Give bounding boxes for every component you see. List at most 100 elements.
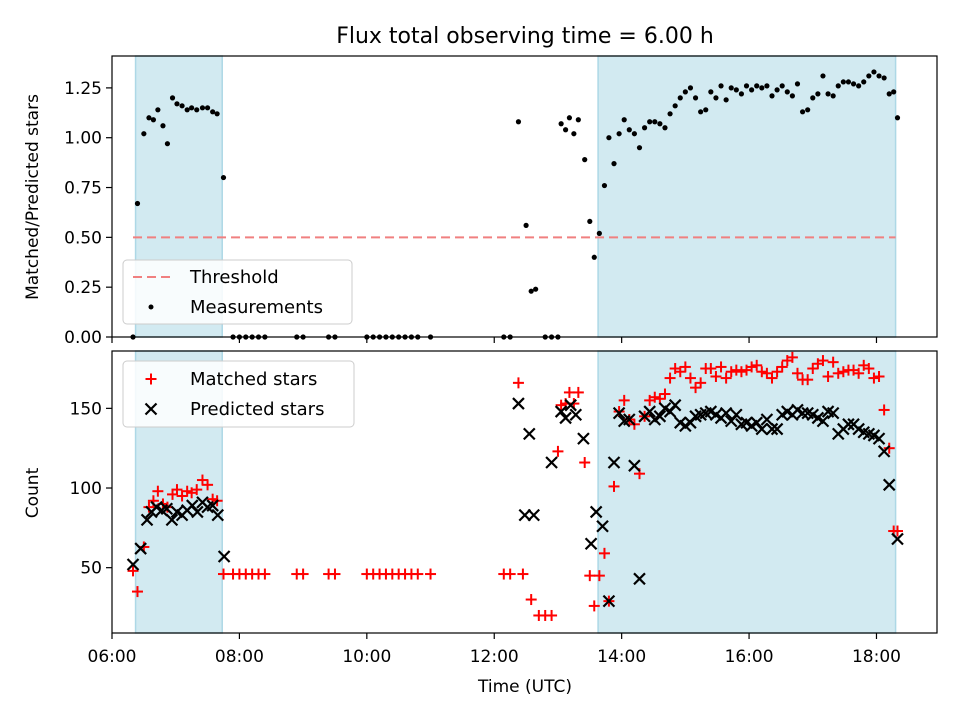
matched-point	[695, 377, 707, 389]
predicted-point	[826, 406, 840, 420]
matched-point	[546, 609, 558, 621]
matched-point	[837, 366, 849, 378]
measurement-point	[805, 107, 811, 113]
matched-point	[572, 386, 584, 398]
matched-point	[751, 359, 763, 371]
x-tick-label: 12:00	[470, 647, 519, 667]
measurement-point	[611, 161, 617, 167]
ratio-axes-frame	[111, 55, 938, 338]
measurement-point	[687, 85, 694, 91]
measurement-point	[652, 119, 658, 125]
predicted-point	[607, 456, 621, 469]
measurement-points	[130, 69, 901, 340]
predicted-point	[872, 432, 886, 445]
measurement-point	[184, 107, 190, 113]
matched-point	[259, 568, 271, 580]
matched-point	[176, 490, 188, 502]
legend-matched-swatch	[145, 373, 157, 385]
matched-point	[791, 367, 803, 379]
measurement-point	[596, 230, 602, 236]
matched-point	[715, 361, 727, 373]
predicted-point	[134, 542, 147, 555]
matched-point	[679, 361, 691, 373]
matched-point	[608, 480, 620, 492]
y-tick-label: 100	[70, 479, 102, 499]
matched-point	[892, 525, 904, 537]
predicted-point	[816, 414, 830, 428]
measurement-point	[220, 174, 227, 181]
measurement-point	[779, 83, 785, 89]
measurement-point	[571, 131, 577, 137]
legend-box	[122, 259, 353, 325]
predicted-point	[612, 406, 626, 420]
matched-point	[802, 374, 814, 386]
ratio-y-ticks: 0.00 0.25 0.50 0.75 1.00 1.25	[64, 79, 112, 348]
matched-point	[832, 367, 844, 379]
predicted-point	[589, 505, 603, 519]
matched-point	[827, 356, 839, 368]
y-tick-label: 0.00	[64, 328, 102, 348]
measurement-point	[728, 85, 734, 91]
measurement-point	[591, 254, 597, 260]
matched-point	[690, 382, 702, 394]
measurement-point	[815, 91, 821, 97]
measurement-point	[672, 103, 678, 109]
count-y-ticks: 50 100 150	[70, 399, 112, 579]
measurement-point	[566, 115, 573, 121]
matched-point	[196, 474, 208, 486]
measurement-point	[861, 79, 867, 85]
measurement-point	[194, 107, 200, 113]
measurement-point	[692, 95, 699, 101]
matched-point	[822, 370, 834, 382]
count-points	[126, 351, 904, 621]
measurement-point	[871, 69, 877, 75]
count-legend: Matched stars Predicted stars	[122, 360, 355, 428]
matched-point	[171, 484, 183, 496]
legend-measurements-label: Measurements	[190, 297, 323, 318]
legend-predicted-label: Predicted stars	[190, 399, 324, 420]
predicted-point	[628, 459, 641, 472]
matched-point	[584, 570, 596, 582]
measurement-point	[881, 75, 887, 81]
matched-point	[786, 351, 798, 363]
predicted-point	[512, 397, 525, 410]
legend-matched-label: Matched stars	[190, 369, 317, 390]
matched-point	[807, 363, 819, 375]
measurement-point	[587, 218, 593, 225]
y-tick-label: 150	[70, 399, 102, 419]
predicted-point	[730, 408, 743, 422]
measurement-point	[179, 103, 185, 109]
measurement-point	[204, 105, 211, 111]
measurement-point	[764, 83, 770, 89]
matched-point	[297, 568, 309, 580]
predicted-point	[842, 418, 855, 431]
measurement-point	[794, 81, 801, 87]
y-tick-label: 0.75	[64, 179, 102, 199]
matched-point	[868, 372, 880, 384]
measurement-point	[749, 87, 755, 93]
measurement-point	[134, 200, 141, 207]
predicted-point	[765, 422, 779, 436]
matched-point	[598, 547, 610, 559]
predicted-point	[160, 502, 174, 516]
x-tick-label: 16:00	[725, 647, 774, 667]
x-tick-label: 06:00	[88, 647, 137, 667]
count-axes-frame	[111, 350, 938, 634]
legend-box	[122, 360, 355, 428]
measurement-point	[825, 91, 831, 97]
ratio-x-tick-marks	[111, 337, 878, 343]
measurement-point	[174, 101, 180, 107]
predicted-point	[668, 398, 682, 412]
matched-point	[878, 404, 890, 416]
measurement-point	[558, 121, 564, 127]
matched-point	[191, 484, 203, 496]
predicted-point	[140, 513, 154, 527]
predicted-point	[719, 406, 733, 420]
measurement-point	[856, 83, 862, 89]
matched-point	[725, 366, 737, 378]
predicted-point	[755, 422, 769, 436]
measurement-point	[150, 117, 157, 123]
measurement-point	[647, 119, 653, 125]
measurement-point	[789, 93, 795, 99]
